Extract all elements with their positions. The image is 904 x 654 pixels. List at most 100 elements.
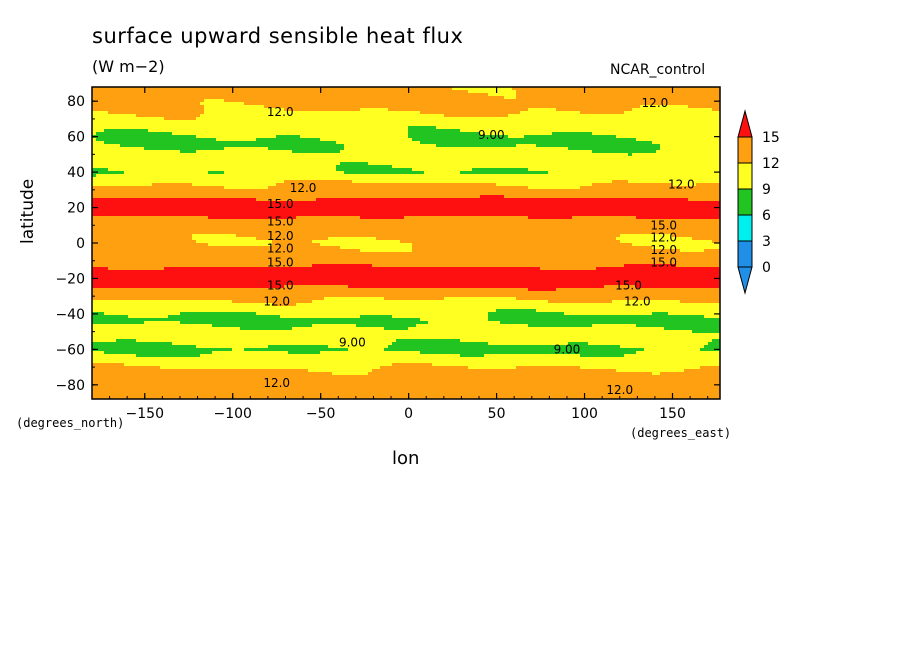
field-cell xyxy=(92,306,720,309)
field-cell xyxy=(92,150,180,153)
field-cell xyxy=(404,216,528,219)
field-cell xyxy=(320,351,420,354)
field-cell xyxy=(488,342,568,345)
field-cell xyxy=(92,282,720,285)
contour-label: 15.0 xyxy=(650,256,677,270)
field-cell xyxy=(660,144,720,147)
field-cell xyxy=(528,168,720,171)
field-cell xyxy=(92,309,496,312)
field-cell xyxy=(276,135,300,138)
field-cell xyxy=(504,96,516,99)
field-cell xyxy=(672,234,720,237)
field-cell xyxy=(408,129,460,132)
field-cell xyxy=(420,318,488,321)
field-cell xyxy=(392,342,488,345)
field-cell xyxy=(92,264,312,267)
field-cell xyxy=(528,216,572,219)
field-cell xyxy=(116,339,136,342)
field-cell xyxy=(384,327,408,330)
field-cell xyxy=(208,243,272,246)
y-tick-label: 80 xyxy=(67,94,85,110)
field-cell xyxy=(336,165,392,168)
field-cell xyxy=(588,342,708,345)
field-cell xyxy=(332,372,368,375)
field-cell xyxy=(104,351,212,354)
field-cell xyxy=(204,108,284,111)
field-cell xyxy=(616,369,684,372)
field-cell xyxy=(92,93,488,96)
field-cell xyxy=(104,141,336,144)
contour-label: 15.0 xyxy=(267,215,294,229)
field-cell xyxy=(92,225,720,228)
field-cell xyxy=(680,249,704,252)
field-cell xyxy=(168,315,280,318)
field-cell xyxy=(312,264,372,267)
field-cell xyxy=(148,129,408,132)
field-cell xyxy=(580,366,700,369)
field-cell xyxy=(336,168,412,171)
field-cell xyxy=(256,312,488,315)
field-cell xyxy=(672,183,696,186)
field-cell xyxy=(92,384,720,387)
field-cell xyxy=(92,351,104,354)
field-cell xyxy=(516,90,720,93)
field-cell xyxy=(268,345,328,348)
field-cell xyxy=(144,147,224,150)
x-tick-label: −150 xyxy=(126,406,164,422)
contour-label: 12.0 xyxy=(624,295,651,309)
field-cell xyxy=(520,111,580,114)
field-cell xyxy=(136,354,200,357)
field-cell xyxy=(460,339,712,342)
field-cell xyxy=(692,237,720,240)
field-cell xyxy=(92,246,340,249)
field-cell xyxy=(408,327,664,330)
field-cell xyxy=(508,135,524,138)
field-cell xyxy=(272,240,312,243)
field-cell xyxy=(480,195,504,198)
field-cell xyxy=(652,372,660,375)
chart-title: surface upward sensible heat flux xyxy=(92,24,464,48)
field-cell xyxy=(196,345,268,348)
contour-label: 12.0 xyxy=(606,383,633,397)
field-cell xyxy=(152,183,192,186)
field-cell xyxy=(528,288,556,291)
field-cell xyxy=(92,342,172,345)
field-cell xyxy=(92,153,628,156)
field-cell xyxy=(124,363,392,366)
field-cell xyxy=(104,312,180,315)
field-cell xyxy=(320,243,412,246)
field-cell xyxy=(164,267,540,270)
field-cell xyxy=(92,198,256,201)
field-cell xyxy=(684,369,720,372)
field-cell xyxy=(516,366,580,369)
field-cell xyxy=(128,315,168,318)
field-cell xyxy=(344,171,424,174)
field-cell xyxy=(536,309,720,312)
field-cell xyxy=(92,210,720,213)
colorbar-label: 15 xyxy=(762,130,780,146)
field-cell xyxy=(208,171,224,174)
field-cell xyxy=(92,300,232,303)
field-cell xyxy=(568,342,588,345)
field-cell xyxy=(592,150,656,153)
field-cell xyxy=(92,279,720,282)
field-cell xyxy=(172,342,392,345)
field-cell xyxy=(652,312,668,315)
field-cell xyxy=(108,168,336,171)
field-cell xyxy=(388,108,528,111)
contour-label: 15.0 xyxy=(267,279,294,293)
field-cell xyxy=(344,144,436,147)
field-cell xyxy=(348,285,604,288)
field-cell xyxy=(92,171,124,174)
field-cell xyxy=(92,387,720,390)
field-cell xyxy=(628,180,720,183)
field-cell xyxy=(500,321,720,324)
field-cell xyxy=(212,324,312,327)
field-cell xyxy=(196,135,276,138)
field-cell xyxy=(92,165,336,168)
field-cell xyxy=(700,366,720,369)
field-cell xyxy=(208,216,296,219)
field-cell xyxy=(572,216,636,219)
field-cell xyxy=(516,144,536,147)
